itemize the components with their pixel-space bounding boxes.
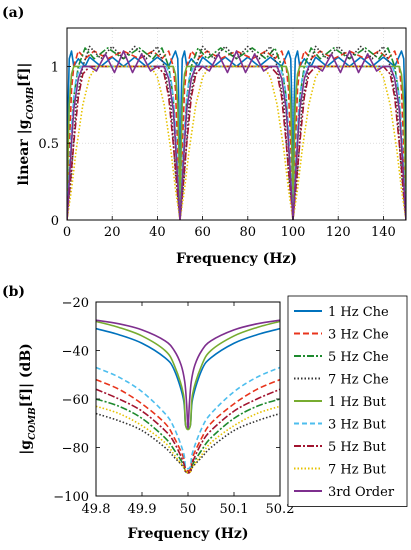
legend-label: 7 Hz Che (328, 373, 389, 388)
legend: 1 Hz Che 3 Hz Che 5 Hz Che 7 Hz Che 1 Hz But… (287, 295, 408, 507)
panel-b-label: (b) (2, 284, 25, 300)
series-line-7-hz-che (67, 45, 406, 220)
y-tick-label: −20 (62, 296, 89, 311)
x-tick-label: 50 (180, 502, 197, 517)
x-tick-label: 140 (371, 225, 396, 240)
series-line-3-hz-che (67, 50, 406, 220)
y-tick-label: 1 (51, 60, 59, 75)
legend-label: 5 Hz But (328, 440, 387, 455)
series-line-3-hz-but (96, 366, 280, 470)
x-tick-label: 50.2 (266, 502, 295, 517)
series-line-1-hz-che (67, 50, 406, 220)
legend-label: 3rd Order (328, 485, 395, 500)
series-line-5-hz-che (96, 398, 280, 474)
y-tick-label: −60 (62, 393, 89, 408)
x-tick-label: 49.9 (128, 502, 157, 517)
series-group (67, 45, 406, 220)
y-tick-label: −80 (62, 442, 89, 457)
series-line-3rd-order (67, 50, 406, 220)
legend-label: 7 Hz But (328, 463, 387, 478)
x-tick-label: 120 (326, 225, 351, 240)
y-tick-label: 0.5 (38, 137, 59, 152)
series-line-3rd-order (96, 319, 280, 429)
legend-label: 1 Hz But (328, 395, 387, 410)
y-axis-label: linear |gCOMB[f]| (16, 63, 36, 186)
series-line-3-hz-che (96, 378, 280, 472)
x-tick-label: 50.1 (220, 502, 249, 517)
series-group (96, 319, 280, 474)
series-line-1-hz-but (96, 320, 280, 431)
chart-b: 49.8 49.9 50 50.1 50.2 −100 −80 −60 −40 −20 Freque… (18, 296, 294, 542)
legend-label: 3 Hz Che (328, 328, 389, 343)
x-tick-label: 80 (240, 225, 257, 240)
y-axis-label: |gCOMB[f]| (dB) (18, 343, 38, 455)
legend-label: 5 Hz Che (328, 350, 389, 365)
x-tick-label: 20 (104, 225, 121, 240)
legend-label: 1 Hz Che (328, 305, 389, 320)
panel-a-label: (a) (2, 5, 24, 21)
y-tick-label: −40 (62, 345, 89, 360)
legend-label: 3 Hz But (328, 418, 387, 433)
series-line-7-hz-but (67, 65, 406, 220)
x-tick-label: 60 (194, 225, 211, 240)
chart-a: 0 20 40 60 80 100 120 140 0 0.5 1 Frequency (Hz) lin… (16, 27, 407, 267)
series-line-7-hz-but (96, 405, 280, 474)
plot-frame (95, 301, 281, 497)
series-line-5-hz-but (96, 388, 280, 474)
y-tick-label: −100 (53, 490, 89, 505)
plot-frame (66, 27, 407, 221)
x-axis-label: Frequency (Hz) (128, 526, 249, 542)
x-axis-label: Frequency (Hz) (176, 251, 297, 267)
series-line-5-hz-che (67, 47, 406, 220)
y-tick-label: 0 (51, 214, 59, 229)
x-tick-label: 49.8 (82, 502, 111, 517)
x-tick-label: 40 (149, 225, 166, 240)
x-tick-label: 100 (281, 225, 306, 240)
x-tick-label: 0 (63, 225, 71, 240)
